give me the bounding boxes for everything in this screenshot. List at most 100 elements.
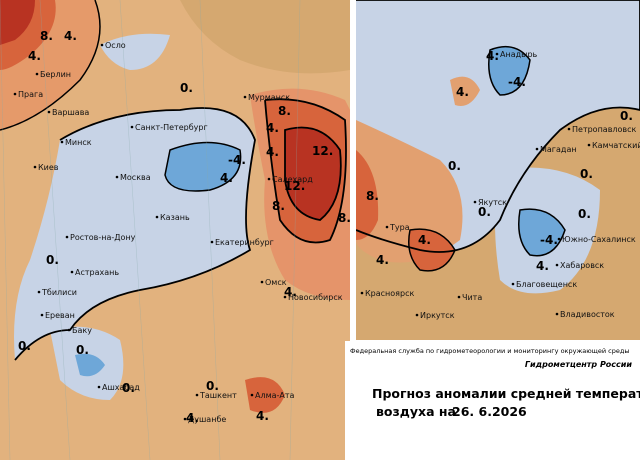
city-label: Ташкент	[199, 391, 237, 400]
isoline-label: 0.	[76, 343, 89, 357]
city-dot	[415, 313, 419, 317]
isoline-label: 0.	[180, 81, 193, 95]
city-label: Иркутск	[420, 311, 455, 320]
city-dot	[567, 127, 571, 131]
city-label: Салехард	[272, 175, 313, 184]
city-dot	[35, 72, 39, 76]
city-dot	[37, 290, 41, 294]
city-label: Красноярск	[365, 289, 414, 298]
city-label: Екатеринбург	[215, 238, 274, 247]
isoline-label: 4.	[456, 85, 469, 99]
city-label: Южно-Сахалинск	[562, 235, 636, 244]
city-label: Минск	[65, 138, 92, 147]
city-dot	[40, 313, 44, 317]
isoline-label: 0.	[206, 379, 219, 393]
isoline-label: 4.	[256, 409, 269, 423]
isoline-label: 8.	[338, 211, 351, 225]
isoline-label: 4.	[376, 253, 389, 267]
center-name: Гидрометцентр России	[525, 360, 632, 369]
isoline-label: 0.	[18, 339, 31, 353]
city-label: Тбилиси	[41, 288, 77, 297]
city-label: Осло	[105, 41, 126, 50]
isoline-label: 4.	[28, 49, 41, 63]
agency-name: Федеральная служба по гидрометеорологии …	[350, 347, 630, 355]
city-dot	[97, 385, 101, 389]
city-dot	[155, 215, 159, 219]
isoline-label: -4.	[228, 153, 246, 167]
caption-box	[345, 341, 640, 460]
isoline-label: 4.	[266, 145, 279, 159]
city-label: Петропавловск	[572, 125, 637, 134]
isoline-label: 8.	[366, 189, 379, 203]
city-dot	[67, 328, 71, 332]
isoline-label: -4.	[540, 233, 558, 247]
city-label: Камчатский	[592, 141, 640, 150]
city-label: Тура	[389, 223, 410, 232]
isoline-label: 0.	[448, 159, 461, 173]
isoline-label: 0.	[578, 207, 591, 221]
isoline-label: 0.	[46, 253, 59, 267]
isoline-label: 12.	[284, 179, 305, 193]
isoline-label: -4.	[508, 75, 526, 89]
isoline-label: 0.	[580, 167, 593, 181]
isoline-label: 4.	[266, 121, 279, 135]
isoline-label: 12.	[312, 144, 333, 158]
city-dot	[47, 110, 51, 114]
isoline-label: 8.	[278, 104, 291, 118]
city-dot	[385, 225, 389, 229]
isoline-label: 4.	[64, 29, 77, 43]
right-map	[356, 0, 640, 340]
city-dot	[283, 295, 287, 299]
city-dot	[130, 125, 134, 129]
city-label: Владивосток	[560, 310, 615, 319]
city-label: Ашхабад	[102, 383, 140, 392]
city-dot	[100, 43, 104, 47]
city-label: Алма-Ата	[255, 391, 295, 400]
city-label: Ереван	[45, 311, 75, 320]
city-dot	[210, 240, 214, 244]
title-line: воздуха на	[376, 404, 456, 419]
city-dot	[260, 280, 264, 284]
city-label: Киев	[38, 163, 59, 172]
forecast-date: 26. 6.2026	[452, 404, 527, 419]
isoline-label: 4.	[0, 0, 13, 3]
city-dot	[473, 200, 477, 204]
city-label: Хабаровск	[560, 261, 604, 270]
city-dot	[250, 393, 254, 397]
left-map	[0, 0, 350, 460]
city-dot	[195, 393, 199, 397]
city-label: Магадан	[540, 145, 577, 154]
city-label: Омск	[265, 278, 287, 287]
isoline-label: 8.	[272, 199, 285, 213]
city-label: Ростов-на-Дону	[70, 233, 136, 242]
city-label: Анадырь	[500, 50, 538, 59]
city-dot	[555, 312, 559, 316]
city-dot	[115, 175, 119, 179]
city-dot	[457, 295, 461, 299]
city-dot	[70, 270, 74, 274]
isoline-label: 0.	[620, 109, 633, 123]
city-label: Новосибирск	[288, 293, 343, 302]
isoline-label: 0.	[478, 205, 491, 219]
city-dot	[183, 417, 187, 421]
title-line: Прогноз аномалии средней температуры	[372, 386, 640, 401]
city-label: Баку	[72, 326, 92, 335]
city-dot	[65, 235, 69, 239]
city-label: Мурманск	[248, 93, 290, 102]
city-dot	[267, 177, 271, 181]
city-dot	[587, 143, 591, 147]
city-label: Прага	[18, 90, 43, 99]
isoline-label: 4.	[418, 233, 431, 247]
city-dot	[60, 140, 64, 144]
city-label: Благовещенск	[516, 280, 577, 289]
city-dot	[555, 263, 559, 267]
city-dot	[360, 291, 364, 295]
city-label: Душанбе	[188, 415, 226, 424]
isoline-label: 4.	[186, 411, 199, 425]
isoline-label: 4.	[486, 49, 499, 63]
city-label: Астрахань	[75, 268, 119, 277]
isoline-label: 4.	[536, 259, 549, 273]
city-label: Казань	[160, 213, 190, 222]
city-dot	[243, 95, 247, 99]
